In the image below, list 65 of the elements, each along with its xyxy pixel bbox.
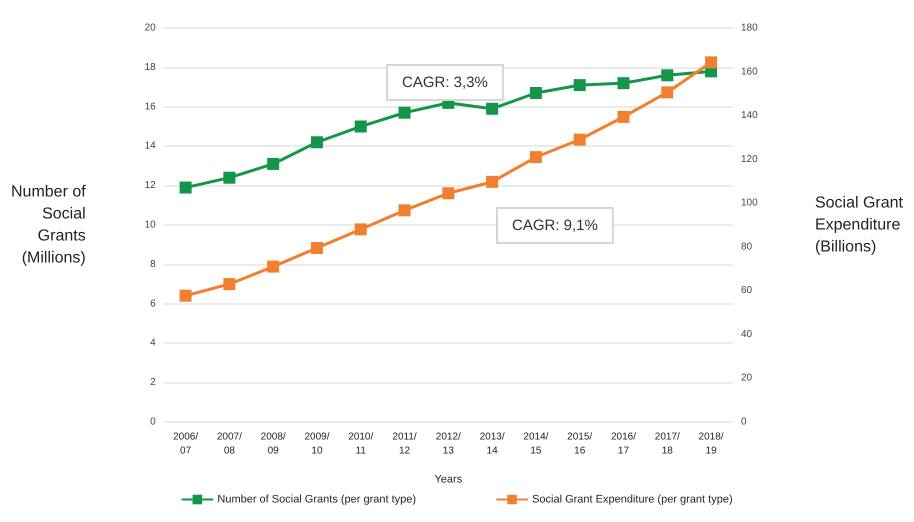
- point: [223, 278, 236, 290]
- y2-axis-title: Social Grant Expenditure (Billions): [814, 194, 904, 256]
- point: [354, 120, 367, 132]
- point: [530, 87, 542, 100]
- y2-tick-label: 0: [740, 416, 747, 428]
- point: [617, 77, 630, 90]
- annotation: CAGR: 9,1%: [512, 217, 598, 234]
- y-tick-label: 0: [150, 416, 156, 428]
- y-tick-label: 2: [150, 377, 156, 388]
- x-tick-label: 2008/ 09: [260, 432, 286, 456]
- y2-tick-label: 140: [740, 110, 758, 122]
- y-tick-label: 12: [144, 180, 156, 192]
- x-tick-label: 2007/ 08: [216, 432, 242, 456]
- annotation: CAGR: 3,3%: [402, 74, 488, 91]
- y2-tick-label: 180: [740, 22, 758, 34]
- x-tick-label: 2006/ 07: [173, 432, 198, 456]
- point: [223, 172, 236, 184]
- y2-tick-label: 120: [740, 154, 758, 165]
- point: [310, 136, 323, 148]
- x-tick-label: 2014/ 15: [523, 432, 549, 456]
- point: [267, 158, 280, 170]
- y2-tick-label: 60: [740, 285, 753, 296]
- y2-tick-label: 80: [740, 241, 753, 252]
- point: [661, 69, 674, 82]
- y2-tick-label: 160: [740, 66, 758, 78]
- legend-label: Social Grant Expenditure (per grant type): [532, 494, 733, 506]
- point: [442, 187, 454, 200]
- x-axis-title: Years: [434, 474, 463, 486]
- x-tick-label: 2012/ 13: [436, 432, 462, 456]
- point: [310, 242, 323, 254]
- point: [617, 110, 630, 123]
- y-tick-label: 18: [144, 62, 156, 73]
- point: [486, 176, 498, 188]
- x-tick-label: 2016/ 17: [610, 432, 636, 456]
- point: [486, 102, 498, 115]
- x-tick-label: 2010/ 11: [348, 432, 374, 456]
- point: [398, 204, 411, 216]
- point: [574, 134, 586, 146]
- y2-tick-label: 40: [740, 328, 753, 340]
- point: [705, 56, 718, 68]
- x-tick-label: 2018/ 19: [698, 432, 724, 456]
- legend-label: Number of Social Grants (per grant type): [217, 494, 416, 506]
- y-tick-label: 20: [144, 22, 156, 34]
- y-tick-label: 14: [144, 140, 156, 152]
- y-axis-title: Number of Social Grants (Millions): [10, 184, 86, 266]
- point: [267, 260, 280, 273]
- point: [661, 86, 674, 98]
- x-tick-label: 2013/ 14: [480, 432, 505, 456]
- y-tick-label: 10: [144, 220, 156, 230]
- y-tick-label: 4: [150, 338, 156, 349]
- x-tick-label: 2017/ 18: [654, 432, 680, 456]
- point: [574, 79, 586, 92]
- x-tick-label: 2009/ 10: [304, 432, 330, 456]
- point: [180, 290, 192, 302]
- point: [180, 182, 192, 194]
- x-tick-label: 2015/ 16: [567, 432, 592, 456]
- x-tick-label: 2011/ 12: [392, 432, 417, 456]
- point: [530, 151, 542, 164]
- y-tick-label: 16: [144, 101, 156, 112]
- y-tick-label: 6: [150, 298, 156, 310]
- point: [354, 223, 367, 236]
- y2-tick-label: 20: [740, 372, 753, 384]
- point: [398, 106, 411, 119]
- y2-tick-label: 100: [740, 198, 758, 209]
- y-tick-label: 8: [150, 258, 156, 270]
